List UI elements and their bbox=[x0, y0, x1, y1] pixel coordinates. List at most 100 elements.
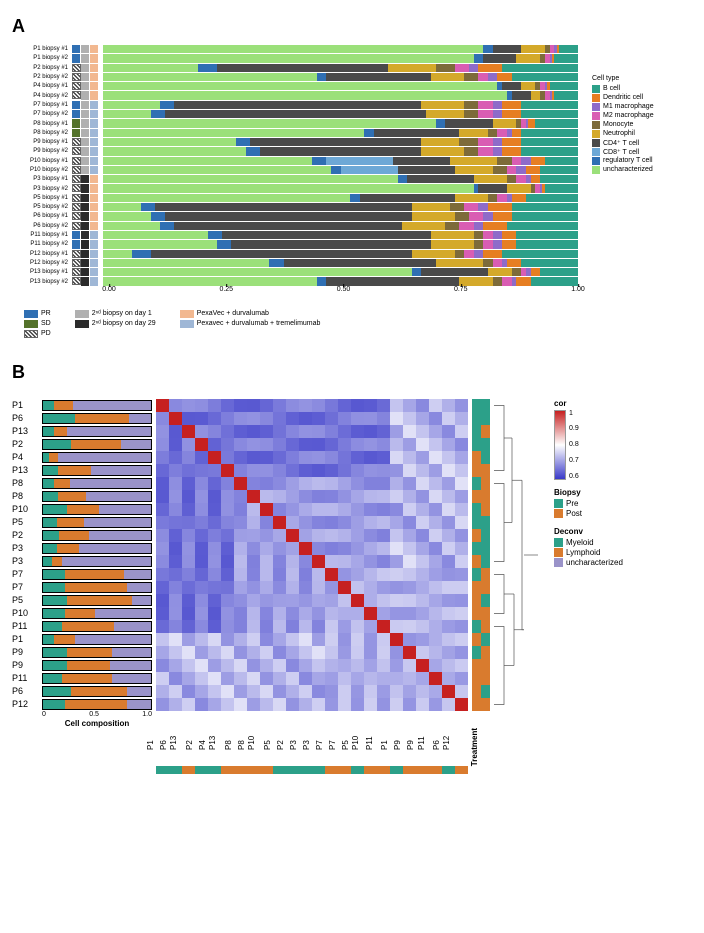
bar-segment-cd4 bbox=[165, 212, 412, 220]
bar-segment-m2_macro bbox=[478, 138, 492, 146]
heatmap-cell bbox=[299, 412, 312, 425]
heatmap-cell bbox=[182, 581, 195, 594]
sample-label: P2 biopsy #1 bbox=[12, 65, 72, 71]
row-label: P1 bbox=[12, 634, 42, 644]
heatmap-cell bbox=[260, 438, 273, 451]
heatmap-cell bbox=[455, 438, 468, 451]
heatmap-cell bbox=[403, 399, 416, 412]
biopsy-day-box bbox=[81, 138, 90, 146]
axis-tick: 0.5 bbox=[89, 711, 99, 718]
composition-bar bbox=[42, 699, 152, 710]
heatmap-cell bbox=[273, 516, 286, 529]
heatmap-cell bbox=[377, 659, 390, 672]
heatmap-cell bbox=[208, 685, 221, 698]
heatmap-cell bbox=[377, 503, 390, 516]
composition-bar bbox=[42, 504, 152, 515]
heatmap-cell bbox=[351, 633, 364, 646]
response-box bbox=[72, 138, 81, 146]
heatmap-cell bbox=[208, 451, 221, 464]
arm-box bbox=[90, 82, 99, 90]
heatmap-cell bbox=[273, 451, 286, 464]
heatmap-cell bbox=[156, 646, 169, 659]
col-label: P7 bbox=[315, 740, 327, 750]
panel-b-row: P9 bbox=[12, 659, 468, 672]
heatmap-cell bbox=[273, 594, 286, 607]
sample-row: P2 biopsy #2 bbox=[12, 73, 578, 81]
heatmap-cell bbox=[364, 685, 377, 698]
response-box bbox=[72, 82, 81, 90]
heatmap-cell bbox=[325, 568, 338, 581]
treatment-box bbox=[481, 412, 490, 425]
sample-label: P12 biopsy #1 bbox=[12, 251, 72, 257]
bar-segment-b_cell bbox=[554, 91, 578, 99]
arm-box bbox=[90, 157, 99, 165]
col-label: P9 bbox=[406, 740, 418, 750]
response-box bbox=[72, 231, 81, 239]
heatmap-cell bbox=[208, 646, 221, 659]
arm-box bbox=[90, 268, 99, 276]
bar-segment-monocyte bbox=[474, 231, 484, 239]
sub-legend-item: 2ⁿᵈ biopsy on day 1 bbox=[75, 310, 156, 318]
biopsy-box bbox=[472, 607, 481, 620]
bar-segment-treg bbox=[312, 157, 326, 165]
composition-bar bbox=[42, 400, 152, 411]
bar-segment-neutrophil bbox=[516, 54, 540, 62]
response-box bbox=[72, 157, 81, 165]
comp-seg-unchar bbox=[127, 687, 151, 696]
treatment-cell bbox=[221, 766, 234, 774]
heatmap-cell bbox=[286, 698, 299, 711]
comp-seg-lymphoid bbox=[67, 648, 112, 657]
biopsy-day-box bbox=[81, 64, 90, 72]
bar-segment-unchar bbox=[103, 138, 236, 146]
legend-swatch bbox=[180, 310, 194, 318]
heatmap-cell bbox=[182, 646, 195, 659]
heatmap-cell bbox=[208, 581, 221, 594]
heatmap-cell bbox=[169, 581, 182, 594]
response-box bbox=[72, 110, 81, 118]
heatmap-cell bbox=[221, 672, 234, 685]
heatmap-cell bbox=[208, 555, 221, 568]
heatmap-cell bbox=[299, 581, 312, 594]
bar-segment-neutrophil bbox=[450, 157, 498, 165]
response-box bbox=[72, 259, 81, 267]
cor-legend: cor 10.90.80.70.6 bbox=[554, 399, 623, 480]
heatmap-cell bbox=[377, 555, 390, 568]
bar-segment-b_cell bbox=[521, 259, 578, 267]
heatmap-cell bbox=[195, 672, 208, 685]
heatmap-cell bbox=[247, 607, 260, 620]
heatmap-cell bbox=[364, 516, 377, 529]
heatmap-cell bbox=[416, 620, 429, 633]
heatmap-cell bbox=[442, 438, 455, 451]
row-label: P8 bbox=[12, 491, 42, 501]
arm-box bbox=[90, 101, 99, 109]
legend-label: Neutrophil bbox=[603, 130, 635, 137]
heatmap-cell bbox=[247, 477, 260, 490]
sample-label: P6 biopsy #2 bbox=[12, 223, 72, 229]
heatmap-cell bbox=[260, 477, 273, 490]
heatmap-cell bbox=[364, 633, 377, 646]
comp-seg-unchar bbox=[67, 427, 151, 436]
treatment-box bbox=[481, 503, 490, 516]
heatmap-cell bbox=[377, 607, 390, 620]
comp-seg-lymphoid bbox=[58, 492, 86, 501]
bar-segment-treg bbox=[364, 129, 374, 137]
heatmap-cell bbox=[338, 620, 351, 633]
heatmap-cell bbox=[247, 698, 260, 711]
bar-segment-cd4 bbox=[407, 175, 474, 183]
heatmap-cell bbox=[286, 607, 299, 620]
bar-segment-cd4 bbox=[151, 250, 412, 258]
biopsy-day-box bbox=[81, 110, 90, 118]
bar-segment-monocyte bbox=[459, 138, 478, 146]
comp-seg-myeloid bbox=[43, 427, 54, 436]
heatmap-cell bbox=[260, 581, 273, 594]
treatment-cell bbox=[286, 766, 299, 774]
heatmap-cell bbox=[260, 516, 273, 529]
heatmap-cell bbox=[182, 464, 195, 477]
cor-colorbar-ticks: 10.90.80.70.6 bbox=[569, 410, 579, 480]
heatmap-cell bbox=[364, 659, 377, 672]
heatmap-cell bbox=[299, 399, 312, 412]
composition-bar bbox=[42, 491, 152, 502]
heatmap-cell bbox=[442, 542, 455, 555]
bar-segment-monocyte bbox=[507, 175, 517, 183]
row-label: P9 bbox=[12, 647, 42, 657]
